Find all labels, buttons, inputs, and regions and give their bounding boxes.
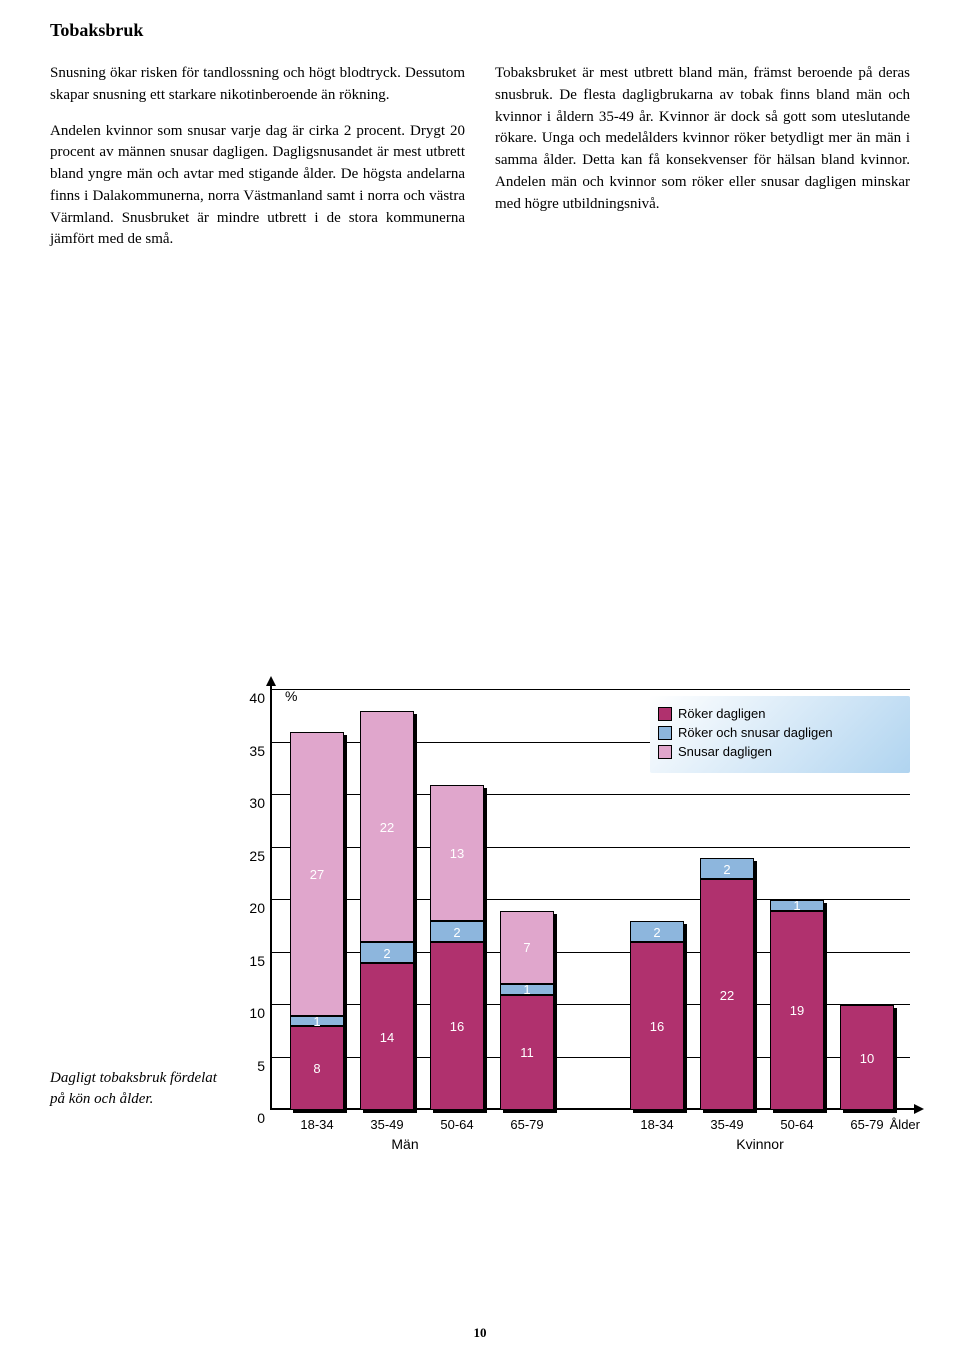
x-group-label: Män (365, 1136, 445, 1152)
paragraph: Andelen kvinnor som snusar varje dag är … (50, 121, 465, 252)
bar-value-label: 2 (430, 925, 484, 940)
legend-label: Snusar dagligen (678, 744, 772, 759)
column-left: Snusning ökar risken för tandlossning oc… (50, 63, 465, 265)
bar-value-label: 8 (290, 1061, 344, 1076)
bar-value-label: 22 (360, 820, 414, 835)
x-tick-label: 65-79 (500, 1117, 554, 1132)
bar-value-label: 16 (430, 1019, 484, 1034)
y-tick-label: 30 (240, 795, 265, 811)
text-columns: Snusning ökar risken för tandlossning oc… (50, 63, 910, 265)
bar-value-label: 1 (500, 982, 554, 997)
x-tick-label: 50-64 (430, 1117, 484, 1132)
y-tick-label: 15 (240, 953, 265, 969)
x-tick-label: 18-34 (290, 1117, 344, 1132)
y-axis-arrow-icon (266, 676, 276, 686)
legend-swatch-icon (658, 745, 672, 759)
bar-value-label: 2 (700, 862, 754, 877)
y-axis-line (270, 680, 272, 1110)
y-axis-unit: % (285, 688, 297, 704)
bar-value-label: 11 (500, 1045, 554, 1060)
x-tick-label: 35-49 (360, 1117, 414, 1132)
x-axis-arrow-icon (914, 1104, 924, 1114)
bar-value-label: 1 (770, 898, 824, 913)
column-right: Tobaksbruket är mest utbrett bland män, … (495, 63, 910, 265)
page-number: 10 (0, 1325, 960, 1341)
bar-value-label: 19 (770, 1003, 824, 1018)
bar-value-label: 27 (290, 867, 344, 882)
y-tick-label: 5 (240, 1058, 265, 1074)
gridline (270, 689, 910, 690)
y-tick-label: 25 (240, 848, 265, 864)
bar-value-label: 10 (840, 1051, 894, 1066)
bar-value-label: 1 (290, 1014, 344, 1029)
x-tick-label: 65-79 (840, 1117, 894, 1132)
legend-label: Röker dagligen (678, 706, 765, 721)
bar-value-label: 14 (360, 1030, 414, 1045)
x-tick-label: 18-34 (630, 1117, 684, 1132)
paragraph: Snusning ökar risken för tandlossning oc… (50, 63, 465, 107)
bar-value-label: 16 (630, 1019, 684, 1034)
x-axis-title: Ålder (890, 1117, 920, 1132)
bar-value-label: 2 (360, 946, 414, 961)
legend-item: Snusar dagligen (658, 744, 902, 759)
bar-value-label: 22 (700, 988, 754, 1003)
chart-legend: Röker dagligen Röker och snusar dagligen S… (650, 696, 910, 773)
legend-swatch-icon (658, 707, 672, 721)
x-tick-label: 50-64 (770, 1117, 824, 1132)
y-tick-label: 10 (240, 1005, 265, 1021)
y-tick-label: 35 (240, 743, 265, 759)
legend-item: Röker och snusar dagligen (658, 725, 902, 740)
y-tick-label: 20 (240, 900, 265, 916)
bar-value-label: 13 (430, 846, 484, 861)
legend-swatch-icon (658, 726, 672, 740)
y-tick-label: 40 (240, 690, 265, 706)
page-title: Tobaksbruk (50, 20, 910, 41)
bar-value-label: 7 (500, 940, 554, 955)
y-tick-label: 0 (240, 1110, 265, 1126)
bar-value-label: 2 (630, 925, 684, 940)
plot-area: % 0510152025303540812718-341422235-49162… (270, 690, 910, 1110)
legend-item: Röker dagligen (658, 706, 902, 721)
stacked-bar-chart: % 0510152025303540812718-341422235-49162… (230, 690, 910, 1170)
legend-label: Röker och snusar dagligen (678, 725, 833, 740)
chart-caption: Dagligt tobaksbruk fördelat på kön och å… (50, 1068, 230, 1110)
x-tick-label: 35-49 (700, 1117, 754, 1132)
chart-wrapper: Dagligt tobaksbruk fördelat på kön och å… (50, 690, 910, 1170)
x-group-label: Kvinnor (720, 1136, 800, 1152)
paragraph: Tobaksbruket är mest utbrett bland män, … (495, 63, 910, 215)
